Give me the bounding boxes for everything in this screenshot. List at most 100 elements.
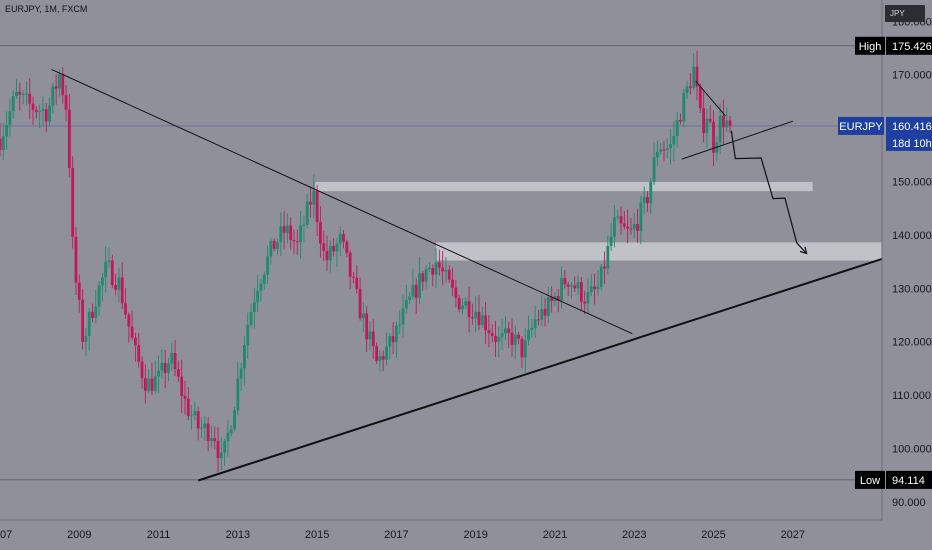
candle-body[interactable]	[679, 120, 682, 122]
candle-body[interactable]	[335, 243, 339, 252]
candle-body[interactable]	[262, 274, 266, 284]
candle-body[interactable]	[84, 335, 88, 342]
candle-body[interactable]	[276, 242, 279, 249]
candle-body[interactable]	[424, 269, 428, 282]
candle-body[interactable]	[550, 297, 554, 301]
candle-body[interactable]	[537, 319, 540, 321]
candle-body[interactable]	[48, 105, 51, 122]
candle-body[interactable]	[388, 336, 392, 347]
candle-body[interactable]	[589, 286, 593, 293]
candle-body[interactable]	[309, 201, 312, 205]
candle-body[interactable]	[285, 225, 289, 233]
candle-body[interactable]	[289, 225, 293, 241]
candle-body[interactable]	[295, 241, 299, 243]
candle-body[interactable]	[583, 301, 587, 304]
candle-body[interactable]	[418, 273, 421, 298]
candle-body[interactable]	[705, 118, 709, 134]
candle-body[interactable]	[243, 345, 246, 369]
candle-body[interactable]	[61, 74, 65, 96]
candle-body[interactable]	[371, 331, 375, 347]
candle-body[interactable]	[464, 301, 468, 306]
candle-body[interactable]	[58, 74, 61, 89]
candle-body[interactable]	[546, 297, 550, 316]
candle-body[interactable]	[325, 250, 329, 261]
candle-body[interactable]	[0, 138, 2, 151]
candle-body[interactable]	[183, 395, 187, 399]
candle-body[interactable]	[67, 109, 71, 168]
candle-body[interactable]	[153, 376, 157, 391]
candle-body[interactable]	[556, 296, 560, 301]
candle-body[interactable]	[414, 284, 418, 298]
candle-body[interactable]	[196, 411, 200, 429]
candle-body[interactable]	[725, 120, 729, 128]
candle-body[interactable]	[722, 115, 725, 128]
candle-body[interactable]	[239, 368, 243, 379]
candle-body[interactable]	[408, 296, 412, 300]
candle-body[interactable]	[190, 415, 193, 417]
candle-body[interactable]	[576, 282, 580, 289]
candle-body[interactable]	[378, 356, 382, 361]
candle-body[interactable]	[54, 86, 58, 89]
candle-body[interactable]	[474, 311, 478, 319]
candle-body[interactable]	[375, 346, 378, 361]
candle-body[interactable]	[698, 86, 702, 109]
candle-body[interactable]	[74, 236, 78, 283]
candle-body[interactable]	[718, 115, 722, 143]
candle-body[interactable]	[665, 148, 669, 150]
candle-body[interactable]	[639, 202, 643, 231]
candle-body[interactable]	[328, 246, 332, 261]
candle-body[interactable]	[520, 338, 524, 358]
candle-body[interactable]	[127, 314, 131, 327]
candle-body[interactable]	[348, 252, 352, 277]
candle-body[interactable]	[5, 124, 9, 137]
candles-layer[interactable]	[0, 50, 732, 473]
candle-body[interactable]	[692, 66, 696, 88]
candle-body[interactable]	[203, 423, 207, 428]
candle-body[interactable]	[563, 278, 567, 285]
candle-body[interactable]	[312, 190, 316, 205]
candle-body[interactable]	[619, 216, 623, 224]
candle-body[interactable]	[494, 335, 497, 342]
candle-body[interactable]	[451, 279, 454, 288]
candle-body[interactable]	[381, 356, 385, 360]
candle-body[interactable]	[507, 328, 511, 333]
candle-body[interactable]	[404, 299, 408, 309]
candle-body[interactable]	[282, 226, 286, 233]
candle-body[interactable]	[431, 267, 435, 275]
candle-body[interactable]	[272, 240, 276, 249]
candle-body[interactable]	[540, 309, 544, 320]
candle-body[interactable]	[186, 398, 190, 417]
candle-body[interactable]	[437, 262, 441, 268]
candle-body[interactable]	[728, 120, 732, 126]
candle-body[interactable]	[8, 111, 12, 125]
candle-body[interactable]	[609, 236, 613, 246]
candle-body[interactable]	[114, 285, 118, 290]
candle-body[interactable]	[117, 277, 121, 290]
candle-body[interactable]	[143, 378, 147, 391]
candle-body[interactable]	[1, 136, 5, 151]
candle-body[interactable]	[51, 86, 55, 106]
candle-body[interactable]	[25, 93, 28, 95]
time-axis[interactable]: 2007 2009 2011 2013 2015 2017 2019 2021 2023 2025…	[0, 529, 805, 541]
candle-body[interactable]	[523, 340, 527, 358]
candle-body[interactable]	[636, 223, 639, 231]
candle-body[interactable]	[606, 245, 610, 269]
candle-body[interactable]	[110, 260, 114, 286]
candle-body[interactable]	[593, 286, 597, 290]
candle-body[interactable]	[434, 262, 438, 275]
candle-body[interactable]	[229, 429, 233, 433]
candle-body[interactable]	[101, 277, 104, 286]
candle-body[interactable]	[579, 282, 583, 302]
candle-body[interactable]	[355, 277, 359, 289]
candle-body[interactable]	[484, 315, 487, 331]
candle-body[interactable]	[322, 243, 326, 251]
candle-body[interactable]	[652, 157, 656, 182]
candle-body[interactable]	[543, 309, 547, 316]
candle-body[interactable]	[44, 109, 48, 122]
candle-body[interactable]	[586, 292, 590, 304]
candle-body[interactable]	[467, 301, 471, 318]
candle-body[interactable]	[461, 305, 464, 310]
candle-body[interactable]	[603, 266, 606, 269]
candle-body[interactable]	[613, 217, 616, 237]
candle-body[interactable]	[147, 378, 151, 391]
